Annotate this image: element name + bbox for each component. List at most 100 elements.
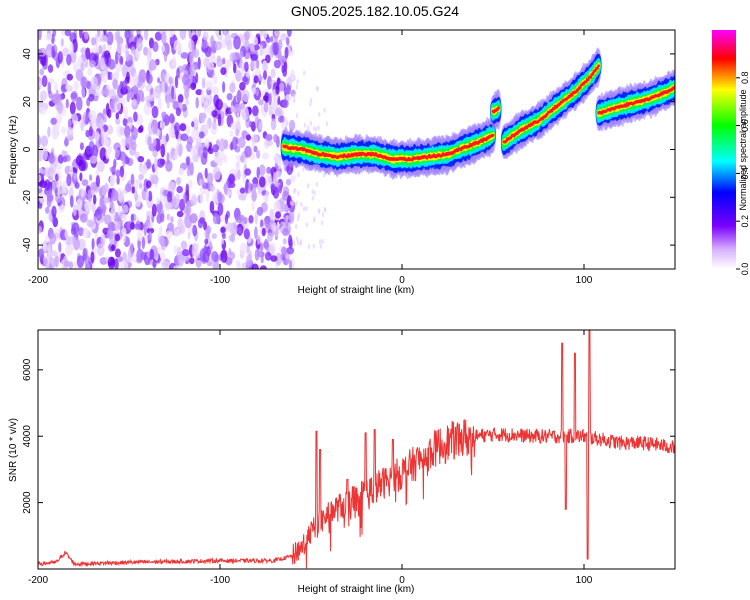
noise-blob — [250, 183, 254, 192]
noise-blob — [175, 193, 181, 206]
noise-blob — [66, 54, 72, 66]
noise-blob — [69, 101, 76, 115]
noise-blob — [211, 251, 219, 263]
noise-blob — [58, 242, 62, 254]
noise-blob — [282, 238, 287, 245]
noise-blob — [145, 84, 151, 92]
noise-blob — [160, 143, 166, 158]
noise-blob — [230, 222, 238, 236]
noise-blob — [144, 30, 149, 41]
noise-blob — [172, 195, 177, 207]
plot1-x-tick-label: -200 — [28, 275, 48, 286]
noise-blob — [38, 30, 42, 41]
noise-blob — [185, 183, 190, 196]
noise-blob — [253, 75, 259, 84]
noise-blob — [307, 125, 310, 131]
noise-blob — [168, 76, 173, 85]
noise-blob — [195, 97, 199, 109]
noise-blob — [212, 144, 220, 153]
noise-blob — [99, 195, 105, 209]
noise-blob — [173, 39, 181, 52]
noise-blob — [148, 231, 152, 241]
noise-blob — [267, 75, 272, 90]
noise-blob — [146, 73, 153, 85]
noise-blob — [212, 261, 220, 269]
noise-blob — [275, 211, 282, 219]
noise-blob — [77, 227, 85, 237]
noise-blob — [256, 166, 260, 179]
noise-blob — [51, 45, 55, 59]
noise-blob — [288, 259, 293, 269]
noise-blob — [161, 31, 167, 44]
noise-blob — [122, 204, 129, 214]
noise-blob — [263, 70, 267, 80]
noise-blob — [179, 123, 187, 132]
noise-blob — [180, 133, 189, 142]
noise-blob — [252, 177, 259, 184]
noise-blob — [256, 235, 261, 245]
noise-blob — [85, 111, 89, 126]
noise-blob — [221, 233, 226, 240]
noise-blob — [66, 126, 74, 140]
noise-blob — [117, 206, 121, 216]
noise-blob — [106, 31, 114, 46]
noise-blob — [165, 201, 172, 210]
noise-blob — [183, 192, 187, 205]
noise-blob — [261, 227, 266, 237]
noise-blob — [212, 74, 218, 86]
noise-blob — [300, 202, 303, 207]
noise-blob — [282, 68, 288, 77]
noise-blob — [165, 133, 169, 143]
noise-blob — [321, 220, 324, 226]
noise-blob — [229, 130, 234, 137]
noise-blob — [251, 189, 257, 202]
noise-blob — [63, 180, 68, 194]
noise-blob — [76, 198, 83, 210]
noise-blob — [69, 195, 74, 208]
noise-blob — [229, 52, 236, 62]
noise-blob — [305, 206, 308, 212]
noise-blob — [297, 212, 301, 218]
noise-blob — [251, 263, 259, 269]
noise-blob — [267, 232, 273, 242]
noise-blob — [204, 46, 212, 58]
noise-blob — [127, 248, 132, 263]
noise-blob — [90, 76, 98, 90]
noise-blob — [165, 230, 173, 240]
noise-blob — [123, 106, 129, 120]
noise-blob — [274, 107, 282, 117]
noise-blob — [172, 265, 181, 269]
noise-blob — [220, 237, 225, 245]
noise-blob — [72, 235, 76, 245]
noise-blob — [190, 195, 198, 206]
noise-blob — [211, 110, 218, 118]
noise-blob — [323, 207, 327, 213]
noise-blob — [309, 121, 312, 126]
noise-blob — [202, 146, 208, 159]
noise-blob — [48, 257, 56, 269]
noise-blob — [177, 94, 184, 104]
noise-blob — [176, 210, 184, 218]
noise-blob — [154, 157, 158, 171]
ridge-mark — [586, 77, 590, 82]
noise-blob — [76, 255, 84, 268]
noise-blob — [254, 248, 260, 261]
noise-blob — [261, 152, 270, 160]
noise-blob — [226, 93, 233, 101]
noise-blob — [107, 256, 116, 269]
noise-blob — [302, 166, 305, 172]
noise-blob — [228, 173, 235, 184]
noise-blob — [176, 176, 182, 186]
noise-blob — [235, 128, 240, 137]
noise-blob — [237, 169, 241, 180]
noise-blob — [73, 80, 80, 91]
noise-blob — [239, 187, 246, 194]
noise-blob — [195, 72, 199, 84]
plot1-x-tick-label: 100 — [576, 275, 593, 286]
noise-blob — [161, 72, 166, 83]
noise-blob — [211, 233, 217, 240]
noise-blob — [74, 181, 80, 189]
noise-blob — [191, 242, 198, 257]
noise-blob — [152, 259, 157, 269]
noise-blob — [176, 186, 183, 194]
